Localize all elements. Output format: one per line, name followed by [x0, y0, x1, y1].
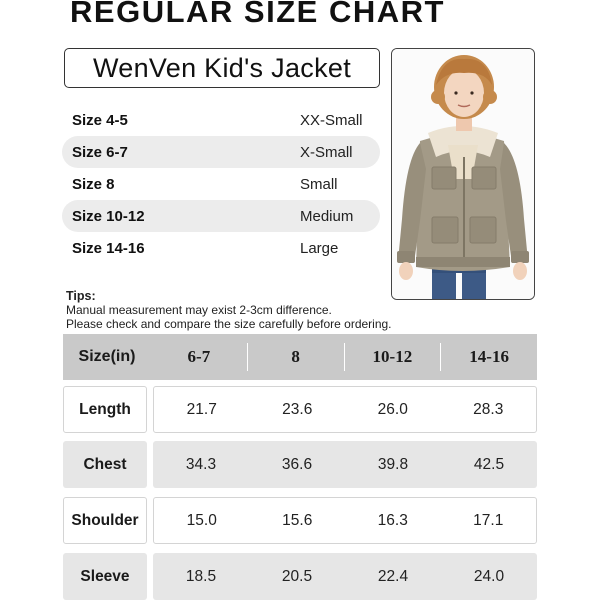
table-cell: 21.7 — [186, 400, 217, 418]
table-cell: 42.5 — [473, 455, 505, 473]
table-cell: 28.3 — [473, 400, 504, 418]
column-header: 10-12 — [372, 347, 413, 366]
row-values: 18.5 20.5 22.4 24.0 — [153, 553, 537, 600]
row-label: Chest — [63, 441, 147, 488]
size-range: Size 8 — [72, 175, 115, 193]
tips-note: Tips: Manual measurement may exist 2-3cm… — [66, 289, 392, 331]
table-cell: 22.4 — [377, 567, 409, 585]
table-cell: 20.5 — [281, 567, 313, 585]
size-name: Medium — [300, 207, 354, 225]
size-range: Size 6-7 — [72, 143, 128, 161]
row-label: Length — [63, 386, 147, 433]
size-name: X-Small — [300, 143, 353, 161]
column-header: 8 — [291, 347, 300, 366]
table-cell: 26.0 — [377, 400, 408, 418]
table-cell: 34.3 — [185, 455, 217, 473]
size-mapping-list: Size 4-5 XX-Small Size 6-7 X-Small Size … — [62, 104, 380, 264]
size-row: Size 10-12 Medium — [62, 200, 380, 232]
table-cell: 15.0 — [186, 511, 217, 529]
column-divider — [246, 343, 248, 371]
row-values: 15.0 15.6 16.3 17.1 — [153, 497, 537, 544]
page-title: REGULAR SIZE CHART — [70, 0, 445, 29]
row-values: 21.7 23.6 26.0 28.3 — [153, 386, 537, 433]
size-name: Small — [300, 175, 338, 193]
measurement-table-header: Size(in) 6-7 8 10-12 14-16 — [63, 334, 537, 380]
table-cell: 16.3 — [377, 511, 408, 529]
column-divider — [440, 343, 442, 371]
column-header: 6-7 — [187, 347, 211, 366]
table-cell: 23.6 — [282, 400, 313, 418]
size-name: Large — [300, 239, 339, 257]
table-cell: 24.0 — [473, 567, 505, 585]
table-row-length: Length 21.7 23.6 26.0 28.3 — [63, 386, 537, 433]
table-cell: 18.5 — [185, 567, 217, 585]
size-range: Size 14-16 — [72, 239, 145, 257]
size-row: Size 4-5 XX-Small — [62, 104, 380, 136]
table-cell: 39.8 — [377, 455, 409, 473]
table-cell: 17.1 — [473, 511, 504, 529]
child-in-jacket-illustration — [392, 49, 534, 299]
table-row-chest: Chest 34.3 36.6 39.8 42.5 — [63, 441, 537, 488]
table-corner-label: Size(in) — [78, 348, 136, 365]
size-range: Size 4-5 — [72, 111, 128, 129]
size-range: Size 10-12 — [72, 207, 145, 225]
row-values: 34.3 36.6 39.8 42.5 — [153, 441, 537, 488]
row-label: Shoulder — [63, 497, 147, 544]
table-row-sleeve: Sleeve 18.5 20.5 22.4 24.0 — [63, 553, 537, 600]
table-cell: 15.6 — [282, 511, 313, 529]
row-label: Sleeve — [63, 553, 147, 600]
table-cell: 36.6 — [281, 455, 313, 473]
product-name: WenVen Kid's Jacket — [93, 52, 351, 83]
size-row: Size 8 Small — [62, 168, 380, 200]
tips-heading: Tips: — [66, 289, 96, 303]
column-divider — [343, 343, 345, 371]
tips-line: Manual measurement may exist 2-3cm diffe… — [66, 303, 332, 317]
size-name: XX-Small — [300, 111, 363, 129]
model-photo — [391, 48, 535, 300]
table-row-shoulder: Shoulder 15.0 15.6 16.3 17.1 — [63, 497, 537, 544]
size-row: Size 14-16 Large — [62, 232, 380, 264]
column-header: 14-16 — [469, 347, 509, 366]
tips-line: Please check and compare the size carefu… — [66, 317, 392, 331]
size-row: Size 6-7 X-Small — [62, 136, 380, 168]
product-name-box: WenVen Kid's Jacket — [64, 48, 380, 88]
